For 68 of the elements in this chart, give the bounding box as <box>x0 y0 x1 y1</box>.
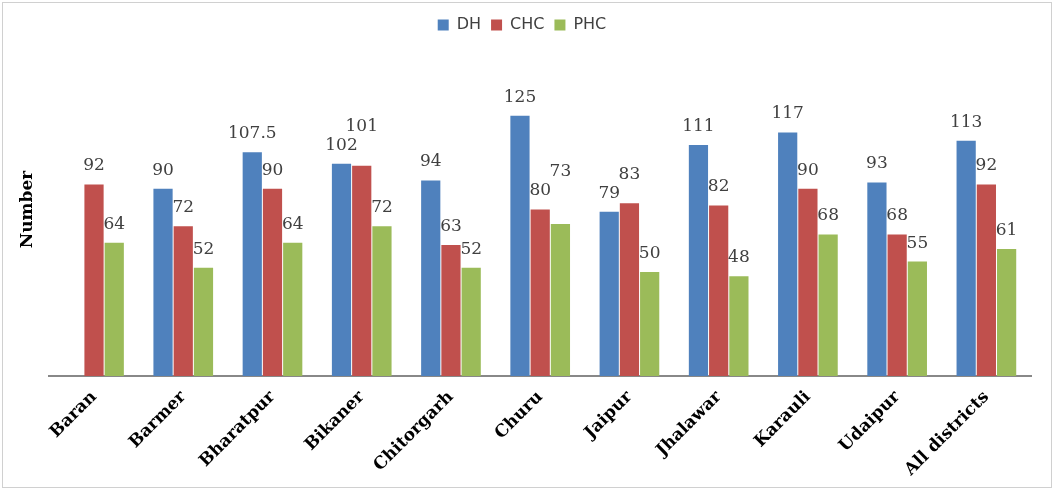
bar <box>461 267 481 377</box>
data-label: 79 <box>598 181 621 202</box>
bar <box>510 115 530 377</box>
bar <box>421 180 441 377</box>
bar <box>907 261 927 377</box>
data-label: 68 <box>886 204 908 225</box>
data-label: 80 <box>529 179 552 200</box>
y-axis-title: Number <box>15 169 36 249</box>
bar <box>956 140 976 377</box>
bar <box>599 211 619 377</box>
bar <box>867 182 887 377</box>
bar <box>242 152 262 377</box>
bar <box>441 244 461 377</box>
bar <box>997 249 1017 377</box>
bar <box>729 276 749 377</box>
data-label: 48 <box>728 246 750 267</box>
data-label: 52 <box>192 237 215 258</box>
bar <box>193 267 214 377</box>
data-label: 90 <box>797 158 819 179</box>
bar <box>640 272 660 377</box>
bar <box>173 226 193 377</box>
data-label: 64 <box>281 212 304 233</box>
data-label: 125 <box>503 85 537 106</box>
data-label: 113 <box>949 110 983 131</box>
data-label: 52 <box>460 237 483 258</box>
data-label: 92 <box>975 154 998 175</box>
legend-label: CHC <box>510 14 545 34</box>
bar <box>262 188 283 377</box>
data-label: 94 <box>419 150 442 171</box>
bar <box>619 203 640 377</box>
data-label: 50 <box>638 241 661 262</box>
data-label: 90 <box>152 158 174 179</box>
data-label: 73 <box>549 160 572 181</box>
data-label: 92 <box>83 154 105 175</box>
bar <box>331 163 352 377</box>
bar <box>798 188 818 377</box>
data-label: 82 <box>707 175 730 196</box>
data-label: 72 <box>172 196 195 217</box>
data-label: 111 <box>682 114 715 135</box>
legend-label: PHC <box>573 14 607 34</box>
data-label: 102 <box>325 133 358 154</box>
data-label: 63 <box>440 214 462 235</box>
data-label: 107.5 <box>227 122 277 143</box>
bar <box>104 242 124 377</box>
data-label: 90 <box>261 158 284 179</box>
legend-label: DH <box>456 14 482 34</box>
data-label: 64 <box>103 212 126 233</box>
data-label: 83 <box>618 162 641 183</box>
data-label: 117 <box>771 102 804 123</box>
bar <box>887 234 907 377</box>
data-label: 61 <box>995 219 1018 240</box>
bar <box>976 184 996 377</box>
bar <box>352 165 372 377</box>
bar <box>688 145 709 377</box>
bar <box>372 226 392 377</box>
data-label: 72 <box>371 196 393 217</box>
data-label: 101 <box>345 114 378 135</box>
bar <box>709 205 729 377</box>
data-label: 93 <box>866 152 888 173</box>
data-label: 55 <box>906 231 929 252</box>
bar <box>283 242 303 377</box>
bar <box>530 209 550 377</box>
bar <box>778 132 798 377</box>
bar <box>818 234 838 377</box>
bar <box>84 184 104 377</box>
bar <box>153 188 173 377</box>
data-label: 68 <box>817 204 839 225</box>
bar <box>550 224 571 377</box>
